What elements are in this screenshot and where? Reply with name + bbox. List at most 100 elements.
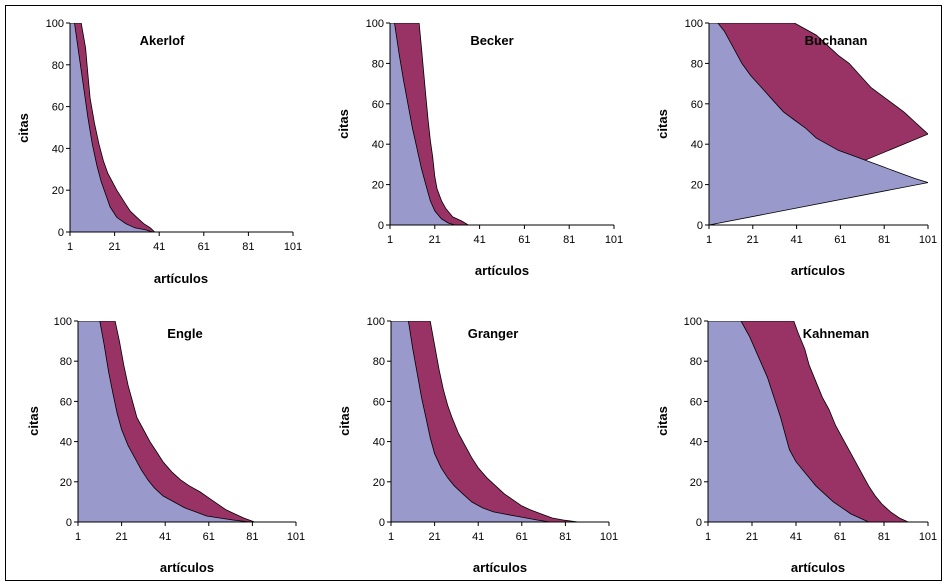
x-tick-label: 101 bbox=[919, 531, 937, 543]
x-tick-label: 1 bbox=[67, 241, 73, 253]
chart-title: Akerlof bbox=[140, 33, 185, 48]
x-tick-label: 1 bbox=[388, 531, 394, 543]
subplot-kahneman: 0 20 40 60 80 100 1 21 41 61 81 101 Kahneman artículo… bbox=[655, 316, 937, 575]
chart-title: Granger bbox=[468, 326, 519, 341]
subplot-granger: 0 20 40 60 80 100 1 21 41 61 81 101 Granger artículos… bbox=[337, 316, 618, 575]
y-tick-label: 100 bbox=[367, 316, 385, 328]
y-tick-label: 100 bbox=[366, 18, 384, 30]
x-tick-label: 21 bbox=[747, 234, 759, 246]
y-tick-label: 40 bbox=[372, 139, 384, 151]
y-tick-label: 0 bbox=[66, 517, 72, 529]
area-lower bbox=[78, 321, 251, 522]
y-tick-label: 20 bbox=[690, 477, 702, 489]
x-axis-label: artículos bbox=[791, 263, 845, 278]
x-tick-label: 21 bbox=[108, 241, 120, 253]
x-tick-label: 41 bbox=[472, 531, 484, 543]
x-tick-label: 61 bbox=[203, 531, 215, 543]
y-tick-label: 20 bbox=[373, 477, 385, 489]
y-tick-label: 0 bbox=[58, 227, 64, 239]
x-tick-label: 1 bbox=[387, 234, 393, 246]
y-tick-label: 0 bbox=[379, 517, 385, 529]
x-tick-label: 1 bbox=[706, 234, 712, 246]
x-tick-label: 41 bbox=[153, 241, 165, 253]
y-tick-label: 60 bbox=[373, 396, 385, 408]
chart-title: Engle bbox=[167, 326, 202, 341]
area-lower bbox=[390, 23, 456, 225]
y-tick-label: 40 bbox=[52, 143, 64, 155]
area-lower bbox=[391, 321, 551, 522]
x-tick-label: 81 bbox=[246, 531, 258, 543]
chart-title: Buchanan bbox=[805, 33, 868, 48]
x-tick-label: 101 bbox=[284, 241, 302, 253]
area-lower bbox=[708, 321, 869, 522]
y-tick-label: 60 bbox=[690, 396, 702, 408]
x-tick-label: 61 bbox=[198, 241, 210, 253]
subplot-becker: 0 20 40 60 80 100 1 21 41 61 81 101 Becker artículos c… bbox=[336, 18, 623, 278]
y-tick-label: 60 bbox=[60, 396, 72, 408]
x-tick-label: 61 bbox=[518, 234, 530, 246]
y-axis-label: citas bbox=[337, 406, 352, 436]
x-tick-label: 1 bbox=[75, 531, 81, 543]
x-tick-label: 21 bbox=[428, 531, 440, 543]
x-tick-label: 41 bbox=[790, 531, 802, 543]
x-tick-label: 21 bbox=[115, 531, 127, 543]
y-tick-label: 80 bbox=[691, 58, 703, 70]
y-tick-label: 80 bbox=[372, 58, 384, 70]
x-tick-label: 81 bbox=[878, 531, 890, 543]
y-tick-label: 20 bbox=[60, 477, 72, 489]
subplot-buchanan: 0 20 40 60 80 100 1 21 41 61 81 101 Buchanan artículo… bbox=[655, 18, 937, 278]
y-tick-label: 0 bbox=[697, 220, 703, 232]
y-axis-label: citas bbox=[655, 406, 670, 436]
x-tick-label: 81 bbox=[878, 234, 890, 246]
x-axis-label: artículos bbox=[160, 560, 214, 575]
x-tick-label: 61 bbox=[834, 531, 846, 543]
x-tick-label: 61 bbox=[834, 234, 846, 246]
x-tick-label: 41 bbox=[159, 531, 171, 543]
y-tick-label: 100 bbox=[54, 316, 72, 328]
y-axis-label: citas bbox=[16, 113, 31, 143]
x-tick-label: 21 bbox=[746, 531, 758, 543]
y-tick-label: 40 bbox=[690, 437, 702, 449]
x-tick-label: 41 bbox=[473, 234, 485, 246]
y-tick-label: 80 bbox=[52, 60, 64, 72]
y-tick-label: 80 bbox=[60, 356, 72, 368]
y-tick-label: 60 bbox=[691, 99, 703, 111]
y-tick-label: 20 bbox=[372, 180, 384, 192]
x-tick-label: 1 bbox=[705, 531, 711, 543]
y-tick-label: 40 bbox=[60, 437, 72, 449]
x-tick-label: 81 bbox=[242, 241, 254, 253]
area-lower bbox=[70, 23, 153, 232]
subplot-engle: 0 20 40 60 80 100 1 21 41 61 81 101 Engle artículos ci… bbox=[26, 316, 305, 575]
y-tick-label: 40 bbox=[373, 437, 385, 449]
y-tick-label: 0 bbox=[696, 517, 702, 529]
chart-title: Becker bbox=[470, 33, 513, 48]
x-tick-label: 61 bbox=[516, 531, 528, 543]
subplot-akerlof: 0 20 40 60 80 100 1 21 41 61 81 101 Akerlof artículos… bbox=[16, 18, 302, 286]
x-tick-label: 81 bbox=[559, 531, 571, 543]
y-tick-label: 20 bbox=[52, 185, 64, 197]
x-tick-label: 101 bbox=[919, 234, 937, 246]
y-tick-label: 80 bbox=[373, 356, 385, 368]
x-tick-label: 101 bbox=[287, 531, 305, 543]
y-tick-label: 0 bbox=[378, 220, 384, 232]
x-tick-label: 101 bbox=[605, 234, 623, 246]
y-tick-label: 100 bbox=[684, 316, 702, 328]
y-tick-label: 100 bbox=[46, 18, 64, 30]
x-axis-label: artículos bbox=[791, 560, 845, 575]
y-tick-label: 100 bbox=[685, 18, 703, 30]
x-tick-label: 101 bbox=[600, 531, 618, 543]
area-lower bbox=[709, 23, 928, 225]
y-tick-label: 60 bbox=[52, 102, 64, 114]
y-tick-label: 80 bbox=[690, 356, 702, 368]
y-axis-label: citas bbox=[26, 406, 41, 436]
x-tick-label: 81 bbox=[563, 234, 575, 246]
x-axis-label: artículos bbox=[473, 560, 527, 575]
y-tick-label: 20 bbox=[691, 180, 703, 192]
y-axis-label: citas bbox=[655, 109, 670, 139]
y-tick-label: 40 bbox=[691, 139, 703, 151]
x-axis-label: artículos bbox=[475, 263, 529, 278]
y-axis-label: citas bbox=[336, 109, 351, 139]
x-tick-label: 21 bbox=[429, 234, 441, 246]
x-axis-label: artículos bbox=[154, 271, 208, 286]
